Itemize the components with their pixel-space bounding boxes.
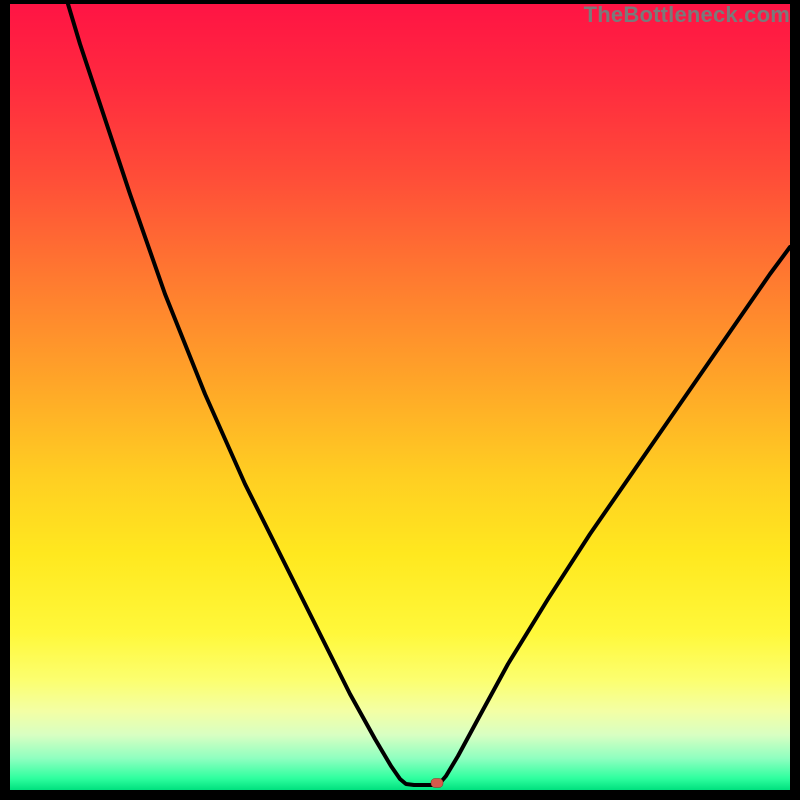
- watermark-text: TheBottleneck.com: [584, 2, 790, 28]
- gradient-panel: [10, 4, 790, 790]
- chart-frame: TheBottleneck.com: [0, 0, 800, 800]
- bottleneck-chart: [0, 0, 800, 800]
- minimum-marker: [431, 779, 443, 788]
